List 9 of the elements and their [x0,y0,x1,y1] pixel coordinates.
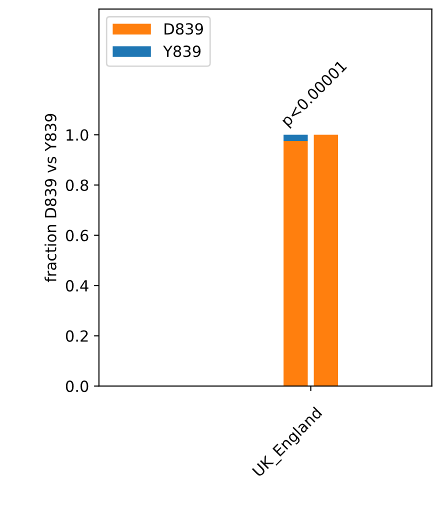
y-tick-label: 0.0 [66,380,88,392]
y-tick-label: 1.0 [66,129,88,141]
legend-label: Y839 [163,46,201,58]
y-tick-label: 0.4 [66,280,88,292]
y-tick-label: 0.6 [66,230,88,242]
y-tick-label: 0.8 [66,179,88,192]
y-axis-title: fraction D839 vs Y839 [44,114,56,282]
legend-label: D839 [164,23,203,35]
y-tick-label: 0.2 [66,330,88,342]
